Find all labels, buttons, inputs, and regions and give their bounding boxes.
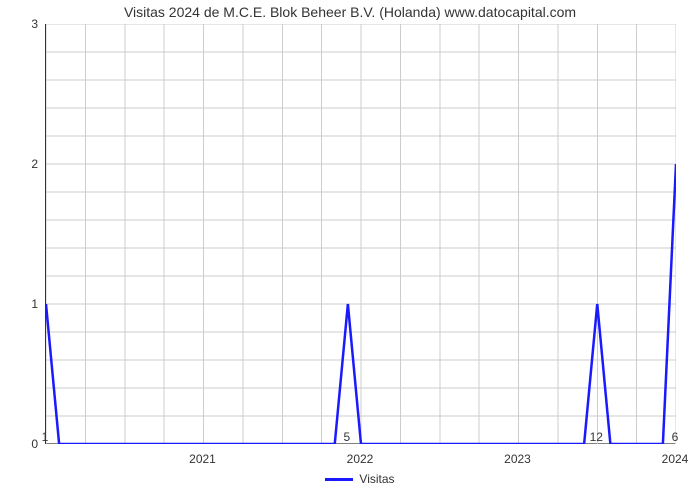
x-tick-year: 2021 xyxy=(189,452,216,466)
grid-vertical xyxy=(46,24,676,444)
chart-title: Visitas 2024 de M.C.E. Blok Beheer B.V. … xyxy=(0,4,700,20)
x-tick-year: 2023 xyxy=(504,452,531,466)
y-tick: 3 xyxy=(0,17,38,31)
legend: Visitas xyxy=(45,472,675,486)
legend-label: Visitas xyxy=(359,472,394,486)
y-tick: 1 xyxy=(0,297,38,311)
x-tick-extra: 6 xyxy=(672,430,679,444)
y-tick: 0 xyxy=(0,437,38,451)
plot-area xyxy=(45,24,675,444)
y-tick: 2 xyxy=(0,157,38,171)
x-tick-extra: 1 xyxy=(42,430,49,444)
legend-swatch xyxy=(325,478,353,481)
plot-svg xyxy=(46,24,676,444)
x-tick-year: 2022 xyxy=(347,452,374,466)
x-tick-extra: 12 xyxy=(590,430,603,444)
x-tick-extra: 5 xyxy=(344,430,351,444)
x-tick-year: 2024 xyxy=(662,452,689,466)
chart-container: Visitas 2024 de M.C.E. Blok Beheer B.V. … xyxy=(0,0,700,500)
